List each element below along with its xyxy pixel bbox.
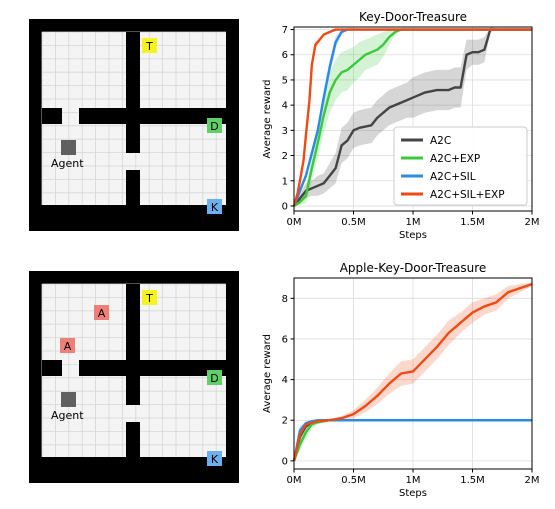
tile-label: A xyxy=(64,340,72,353)
x-tick-label: 1.5M xyxy=(460,475,485,486)
key-tile xyxy=(207,451,222,466)
y-axis-label: Average reward xyxy=(262,334,273,413)
legend-box xyxy=(393,126,528,206)
y-tick-label: 2 xyxy=(282,151,288,162)
maze-wall xyxy=(126,170,140,205)
maze-wall xyxy=(79,360,226,376)
maze-key-door-treasure: T D K Agent xyxy=(29,19,239,231)
maze-wall xyxy=(126,284,140,360)
tile-label: A xyxy=(98,307,106,320)
y-tick-label: 2 xyxy=(282,416,288,427)
tile-label: T xyxy=(145,40,153,53)
maze-wall xyxy=(126,376,140,405)
x-axis-label: Steps xyxy=(399,230,427,241)
y-tick-label: 6 xyxy=(282,50,288,61)
confidence-band-a2c-exp xyxy=(294,420,532,461)
y-tick-label: 4 xyxy=(282,375,288,386)
y-tick-label: 4 xyxy=(282,101,288,112)
door-tile xyxy=(207,370,222,385)
maze-wall xyxy=(42,360,62,376)
maze-wall xyxy=(126,124,140,153)
y-axis-label: Average reward xyxy=(262,80,273,159)
series-line-a2c-sil-exp xyxy=(292,28,532,207)
door-tile xyxy=(207,118,222,133)
maze-wall xyxy=(79,108,226,124)
x-tick-label: 1M xyxy=(406,217,421,228)
agent-icon xyxy=(61,140,76,155)
key-tile xyxy=(207,199,222,214)
confidence-band-a2c-exp xyxy=(294,29,532,206)
tile-label: D xyxy=(210,372,218,385)
tile-label: K xyxy=(211,453,219,466)
x-tick-label: 0.5M xyxy=(341,475,366,486)
series-line-a2c-sil-exp xyxy=(292,282,533,462)
y-tick-label: 8 xyxy=(282,294,288,305)
agent-label: Agent xyxy=(51,157,84,170)
confidence-band-a2c xyxy=(294,27,532,206)
treasure-tile xyxy=(142,290,157,305)
x-tick-label: 2M xyxy=(525,217,540,228)
treasure-tile xyxy=(142,38,157,53)
x-tick-label: 1.5M xyxy=(460,217,485,228)
chart-key-door-treasure: 0M 0.5M 1M 1.5M 2M 0 1 2 3 4 5 6 7 Key-Door-Treasure S… xyxy=(262,10,540,241)
chart-title: Key-Door-Treasure xyxy=(359,10,467,24)
series-line-a2c xyxy=(293,28,532,207)
series-line-a2c-exp xyxy=(293,28,532,207)
y-tick-label: 0 xyxy=(282,456,288,467)
x-tick-label: 0M xyxy=(287,217,302,228)
y-tick-label: 3 xyxy=(282,126,288,137)
maze-wall xyxy=(42,108,62,124)
legend-label: A2C xyxy=(430,135,451,147)
y-tick-label: 5 xyxy=(282,75,288,86)
maze-wall xyxy=(126,32,140,108)
agent-label: Agent xyxy=(51,409,84,422)
x-tick-label: 1M xyxy=(406,475,421,486)
maze-wall xyxy=(126,422,140,457)
y-tick-label: 7 xyxy=(282,25,288,36)
apple-tile xyxy=(94,305,109,320)
apple-tile xyxy=(60,338,75,353)
x-tick-label: 2M xyxy=(525,475,540,486)
tile-label: K xyxy=(211,201,219,214)
agent-icon xyxy=(61,392,76,407)
legend-label: A2C+EXP xyxy=(430,153,480,165)
chart-title: Apple-Key-Door-Treasure xyxy=(340,261,487,275)
maze-apple-key-door-treasure: T A A D K Agent xyxy=(29,271,239,483)
tile-label: T xyxy=(145,292,153,305)
tile-label: D xyxy=(210,120,218,133)
y-tick-label: 0 xyxy=(282,201,288,212)
y-tick-label: 1 xyxy=(282,176,288,187)
chart-apple-key-door-treasure: 0M 0.5M 1M 1.5M 2M 0 2 4 6 8 Apple-Key-Door-Treasu… xyxy=(262,261,540,499)
legend-label: A2C+SIL xyxy=(430,171,476,183)
x-tick-label: 0M xyxy=(287,475,302,486)
legend-label: A2C+SIL+EXP xyxy=(430,189,505,201)
x-tick-label: 0.5M xyxy=(341,217,366,228)
x-axis-label: Steps xyxy=(399,488,427,499)
y-tick-label: 6 xyxy=(282,334,288,345)
